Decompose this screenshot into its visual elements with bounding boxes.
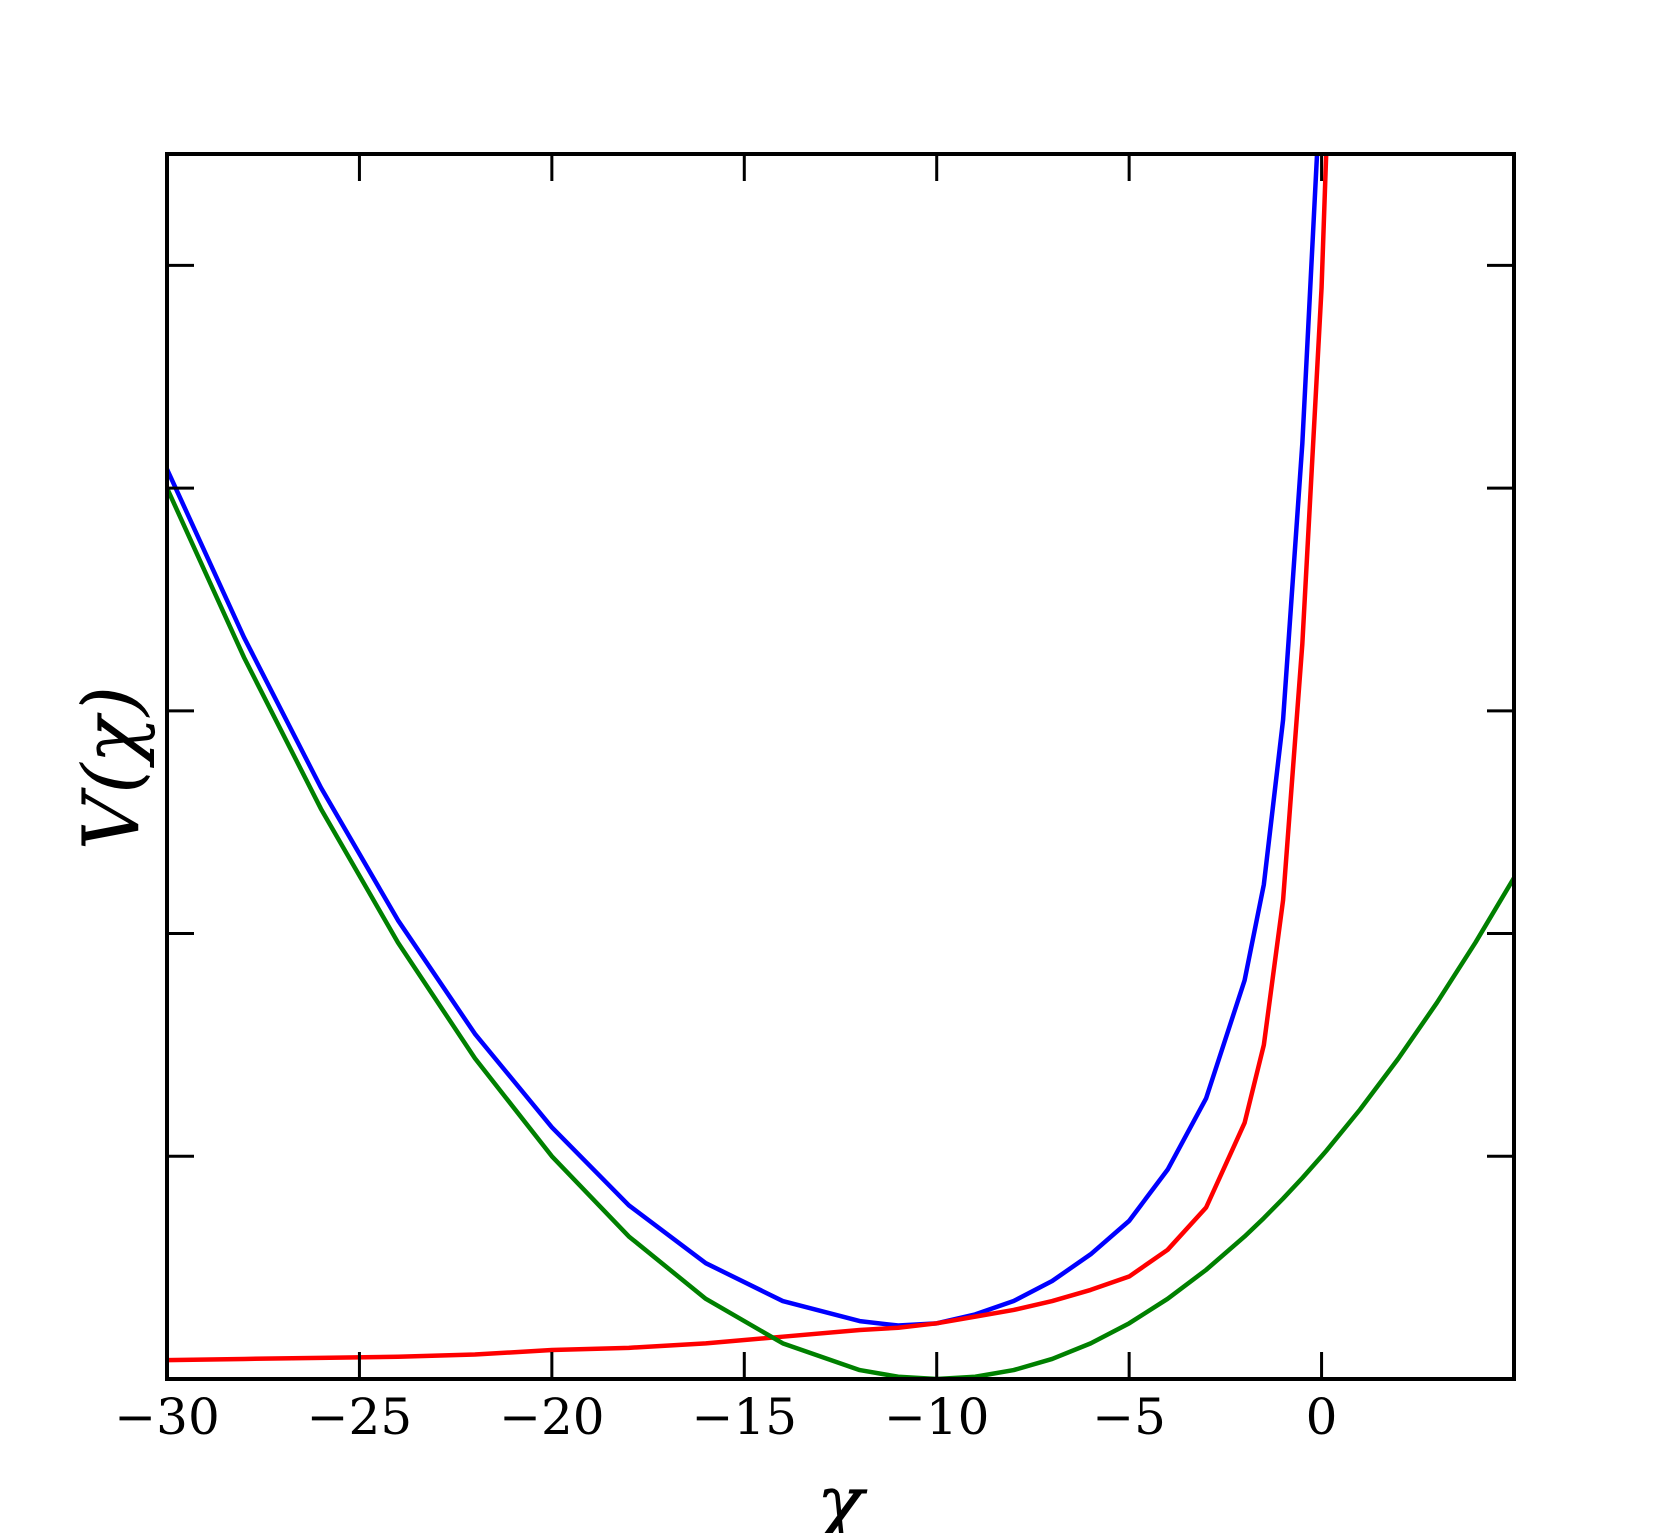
line-series bbox=[167, 154, 1320, 1328]
line-series bbox=[167, 154, 1329, 1363]
plot-frame bbox=[165, 152, 1516, 1381]
plot-area bbox=[167, 154, 1514, 1379]
x-tick-label: −15 bbox=[692, 1388, 798, 1446]
x-tick-label: 0 bbox=[1306, 1388, 1338, 1446]
x-tick-label: −5 bbox=[1092, 1388, 1166, 1446]
line-series bbox=[167, 487, 1514, 1379]
x-axis-label: χ bbox=[811, 1459, 868, 1533]
x-tick-label: −20 bbox=[499, 1388, 605, 1446]
x-tick-label: −25 bbox=[307, 1388, 413, 1446]
x-tick-label: −30 bbox=[114, 1388, 220, 1446]
x-tick-label: −10 bbox=[884, 1388, 990, 1446]
y-axis-label: V(χ) bbox=[67, 686, 157, 850]
